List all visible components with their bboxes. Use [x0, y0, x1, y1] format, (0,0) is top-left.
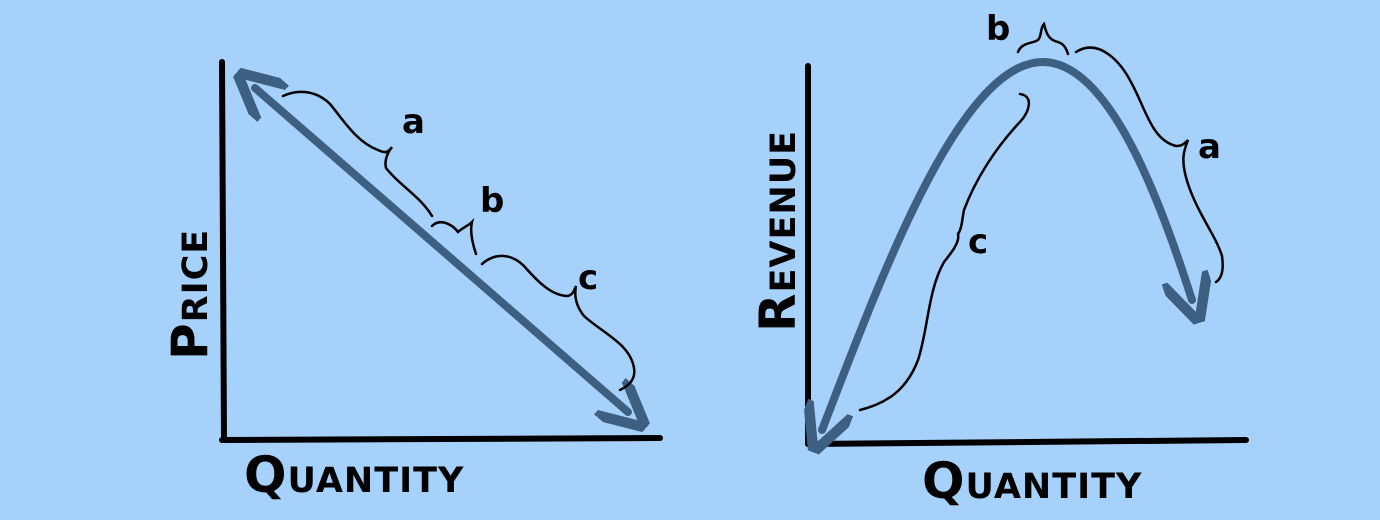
demand-brace-c — [480, 254, 636, 392]
demand-curve — [255, 88, 628, 412]
revenue-brace-b — [1016, 21, 1070, 56]
demand-label-a: a — [402, 102, 425, 142]
demand-y-axis — [219, 59, 227, 443]
demand-label-c: c — [578, 258, 598, 298]
demand-chart: a b c Quantity Price — [161, 59, 663, 504]
revenue-label-b: b — [986, 9, 1010, 49]
revenue-y-axis-label: Revenue — [749, 130, 807, 332]
demand-brace-b — [430, 217, 478, 256]
demand-x-axis — [219, 435, 663, 443]
revenue-brace-a — [1074, 46, 1224, 284]
revenue-x-axis-label: Quantity — [922, 452, 1142, 510]
revenue-x-axis — [805, 437, 1249, 447]
revenue-label-a: a — [1198, 127, 1221, 167]
demand-x-axis-label: Quantity — [244, 446, 464, 504]
demand-label-b: b — [480, 181, 504, 221]
revenue-curve — [822, 57, 1192, 430]
revenue-chart: b a c Quantity Revenue — [749, 9, 1249, 510]
demand-y-axis-label: Price — [161, 229, 219, 360]
revenue-label-c: c — [968, 222, 988, 262]
demand-brace-a — [281, 90, 434, 218]
revenue-brace-c — [858, 92, 1030, 412]
